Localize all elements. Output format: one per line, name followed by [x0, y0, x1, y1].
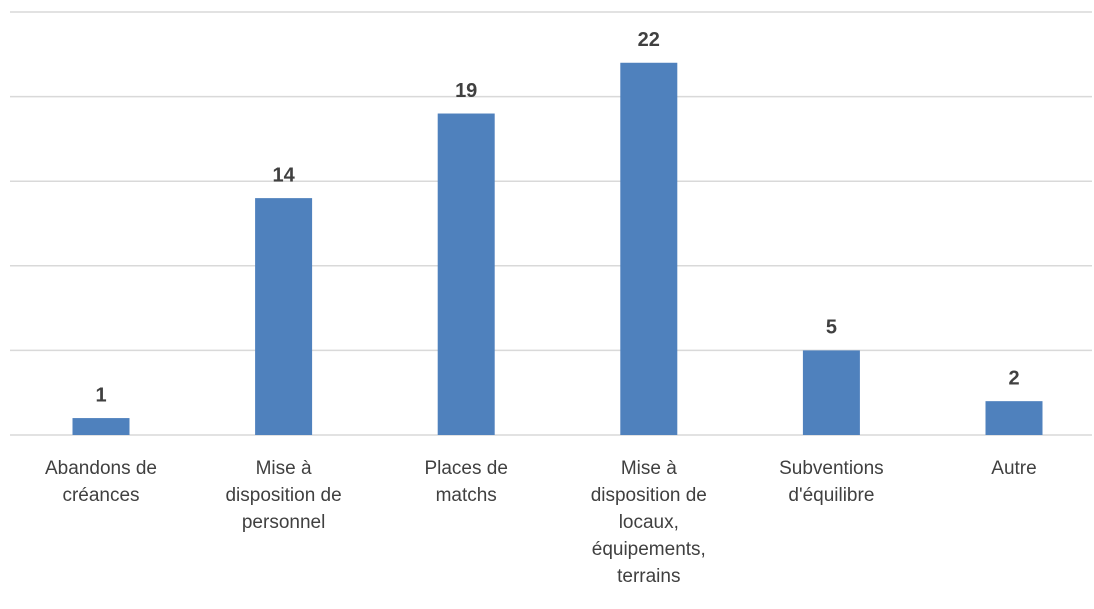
value-label: 14 [272, 164, 295, 186]
x-tick-label: Mise à disposition de personnel [225, 458, 342, 533]
value-label: 19 [455, 80, 477, 102]
bar [985, 401, 1043, 435]
bar [437, 113, 495, 436]
bar [802, 350, 860, 435]
x-tick-label: Places de matchs [424, 458, 508, 506]
x-tick-label: Subventions d'équilibre [779, 458, 884, 506]
value-label: 1 [95, 384, 106, 406]
value-label: 2 [1008, 367, 1019, 389]
x-tick-label: Mise à disposition de locaux, équipement… [590, 458, 707, 587]
x-tick-label: Abandons de créances [45, 458, 157, 506]
x-tick-label: Autre [991, 458, 1037, 479]
value-label: 5 [826, 317, 837, 339]
bar [72, 418, 130, 435]
bar [255, 198, 313, 435]
value-label: 22 [638, 29, 660, 51]
bar [620, 62, 678, 435]
